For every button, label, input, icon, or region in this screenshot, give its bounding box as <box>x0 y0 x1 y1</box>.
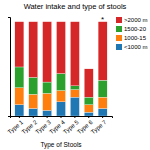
y-axis-line <box>8 18 11 117</box>
bar-segment <box>15 105 24 116</box>
series <box>15 22 107 97</box>
bar-segment <box>98 108 107 116</box>
x-tick-mark <box>47 116 48 118</box>
bar-segment <box>70 97 79 116</box>
x-axis: Type 1Type 2Type 3Type 4Type 5Type 6Type… <box>7 116 113 135</box>
x-tick-mark <box>74 116 75 118</box>
bar-segment <box>43 110 52 116</box>
bar-segment <box>29 22 38 78</box>
bar-segment <box>43 22 52 82</box>
bar-segment <box>56 22 65 74</box>
legend-item: <1000 m <box>116 44 148 50</box>
legend-swatch <box>116 17 122 23</box>
legend-swatch <box>116 35 122 41</box>
x-tick-mark <box>33 116 34 118</box>
x-tick-mark <box>102 116 103 118</box>
bar-segment <box>56 74 65 91</box>
bar-segment <box>29 77 38 94</box>
bar-segment <box>29 108 38 116</box>
bar-segment <box>84 105 93 113</box>
bar-segment <box>56 91 65 102</box>
x-tick-mark <box>61 116 62 118</box>
bar-segment <box>43 93 52 110</box>
legend-label: <1000 m <box>124 44 148 50</box>
bar-segment <box>98 22 107 80</box>
bar-segment <box>84 97 93 105</box>
legend-item: >2000 m <box>116 17 148 23</box>
bar-segment <box>70 90 79 98</box>
legend-item: 1000-15 <box>116 35 147 41</box>
legend-label: 1000-15 <box>124 35 147 41</box>
x-tick: Type 7 <box>90 116 108 135</box>
bar-segment <box>56 102 65 116</box>
legend-swatch <box>116 26 122 32</box>
legend-item: 1500-20 <box>116 26 147 32</box>
legend: >2000 m 1500-20 1000-15 <1000 m <box>116 17 148 50</box>
bar-segment <box>70 86 79 90</box>
bar-segment <box>29 94 38 108</box>
x-tick-label: Type 7 <box>90 119 108 136</box>
x-axis-title: Type of Stools <box>40 141 82 149</box>
bar-segment <box>15 88 24 105</box>
bar-segment <box>98 97 107 108</box>
x-axis-line <box>11 117 113 119</box>
bars <box>15 22 107 116</box>
bar-segment <box>84 69 93 97</box>
chart: Type 1Type 2Type 3Type 4Type 5Type 6Type… <box>0 0 150 150</box>
bar-segment <box>15 22 24 67</box>
bar-segment <box>70 22 79 86</box>
legend-label: >2000 m <box>124 17 148 23</box>
bar-segment <box>98 80 107 97</box>
annotation: * <box>101 15 104 24</box>
legend-swatch <box>116 44 122 50</box>
title: Water intake and type of stools <box>24 2 127 11</box>
y-axis <box>8 18 11 117</box>
bar-segment <box>84 112 93 116</box>
bar-segment <box>43 82 52 93</box>
x-tick-mark <box>19 116 20 118</box>
legend-label: 1500-20 <box>124 26 147 32</box>
bar-segment <box>15 67 24 88</box>
x-tick-mark <box>88 116 89 118</box>
